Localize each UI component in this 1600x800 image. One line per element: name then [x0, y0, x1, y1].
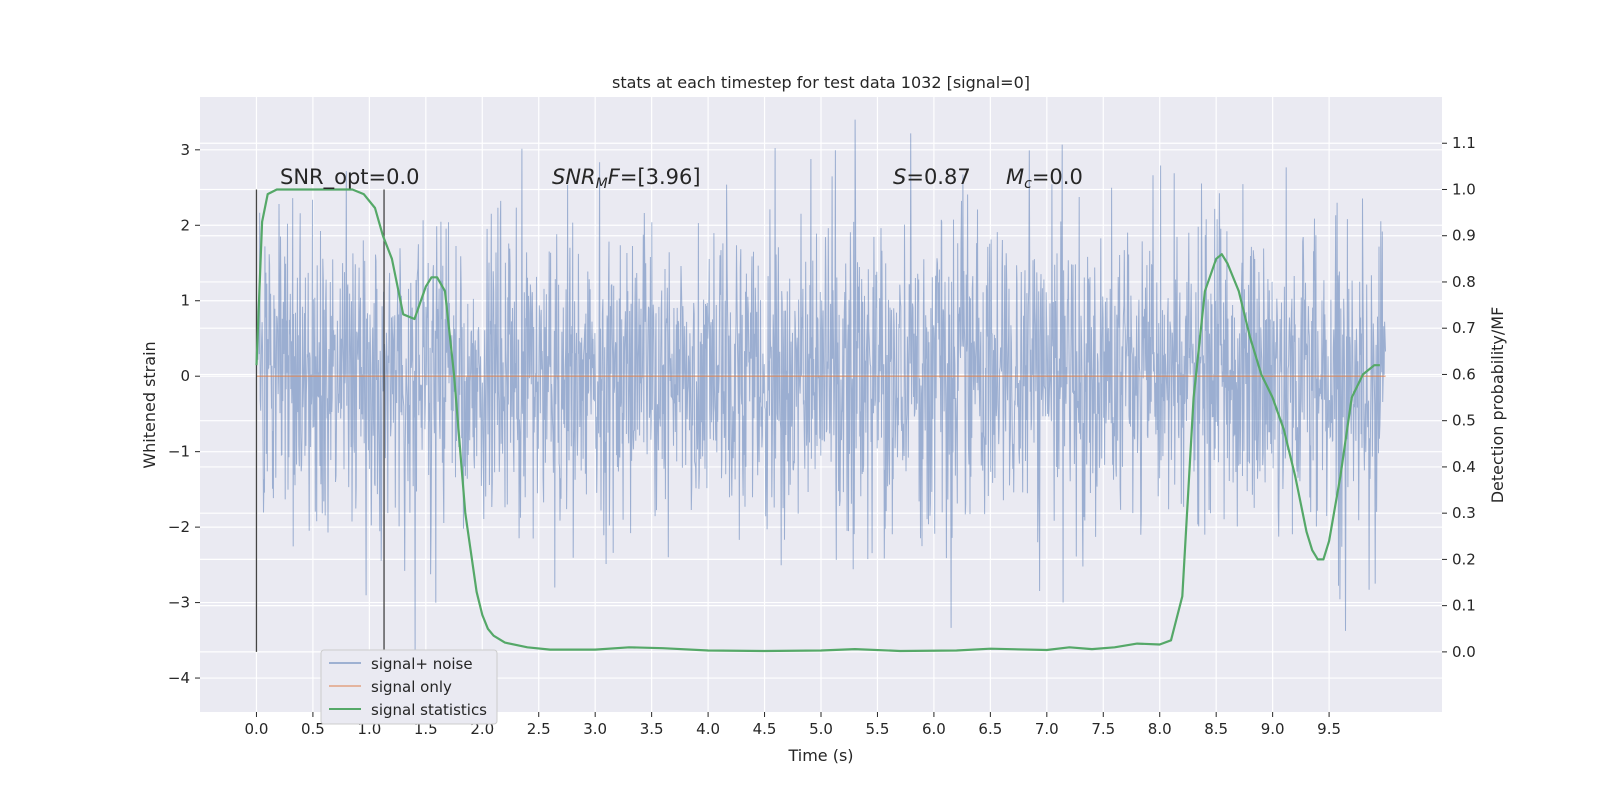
y2-axis-ticks: 1.1 1.0 0.9 0.8 0.7 0.6 0.5 0.4 0.3 0.2 0.1 0.0 [1442, 134, 1476, 661]
legend-box [320, 649, 498, 725]
y-tick-label: 3 [180, 141, 190, 159]
y2-tick-label: 0.4 [1452, 458, 1476, 476]
x-axis-label: Time (s) [787, 746, 853, 765]
x-tick-label: 9.0 [1261, 720, 1285, 738]
x-tick-label: 8.5 [1204, 720, 1228, 738]
x-tick-label: 8.0 [1148, 720, 1172, 738]
y2-tick-label: 0.6 [1452, 365, 1476, 383]
signal-statistics-line [255, 188, 1380, 653]
x-tick-label: 5.5 [866, 720, 890, 738]
y-tick-label: −2 [168, 518, 190, 536]
y-tick-label: −4 [168, 669, 190, 687]
y-tick-label: −3 [168, 594, 190, 612]
y2-tick-label: 0.5 [1452, 412, 1476, 430]
vertical-markers [255, 189, 385, 652]
x-tick-label: 5.0 [809, 720, 833, 738]
signal-noise-series [256, 119, 1386, 653]
y2-tick-label: 0.2 [1452, 550, 1476, 568]
x-tick-label: 4.5 [753, 720, 777, 738]
signal-statistics-series [255, 188, 1380, 653]
x-tick-label: 0.0 [245, 720, 269, 738]
annotation-s: S=0.87 [893, 165, 971, 189]
annotation-snr-mf: SNRMF=[3.96] [552, 165, 701, 192]
y2-tick-label: 1.0 [1452, 180, 1476, 198]
chart-title: stats at each timestep for test data 103… [612, 73, 1030, 92]
y2-tick-label: 0.3 [1452, 504, 1476, 522]
legend: signal+ noise signal only signal statist… [320, 649, 498, 725]
y-tick-label: −1 [168, 443, 190, 461]
signal-noise-line [256, 119, 1386, 653]
y2-tick-label: 1.1 [1452, 134, 1476, 152]
x-tick-label: 2.5 [527, 720, 551, 738]
x-tick-label: 4.0 [696, 720, 720, 738]
y-tick-label: 2 [180, 216, 190, 234]
x-tick-label: 7.0 [1035, 720, 1059, 738]
legend-label-signal-only: signal only [371, 678, 452, 696]
y2-tick-label: 0.9 [1452, 227, 1476, 245]
legend-label-signal-statistics: signal statistics [371, 701, 487, 719]
annotation-snr-opt: SNR_opt=0.0 [280, 165, 420, 190]
y-tick-label: 0 [180, 367, 190, 385]
annotation-mc: Mc=0.0 [1006, 165, 1083, 192]
y2-tick-label: 0.7 [1452, 319, 1476, 337]
y2-tick-label: 0.8 [1452, 273, 1476, 291]
x-tick-label: 3.5 [640, 720, 664, 738]
x-tick-label: 7.5 [1091, 720, 1115, 738]
y2-axis-label: Detection probability/MF [1488, 307, 1507, 504]
y-tick-label: 1 [180, 292, 190, 310]
y2-tick-label: 0.1 [1452, 597, 1476, 615]
y2-tick-label: 0.0 [1452, 643, 1476, 661]
y-axis-label: Whitened strain [140, 341, 159, 468]
x-tick-label: 6.5 [978, 720, 1002, 738]
x-tick-label: 3.0 [583, 720, 607, 738]
legend-label-signal-noise: signal+ noise [371, 655, 473, 673]
x-tick-label: 0.5 [301, 720, 325, 738]
x-tick-label: 9.5 [1317, 720, 1341, 738]
x-tick-label: 6.0 [922, 720, 946, 738]
y-axis-ticks: 3 2 1 0 −1 −2 −3 −4 [168, 141, 200, 687]
